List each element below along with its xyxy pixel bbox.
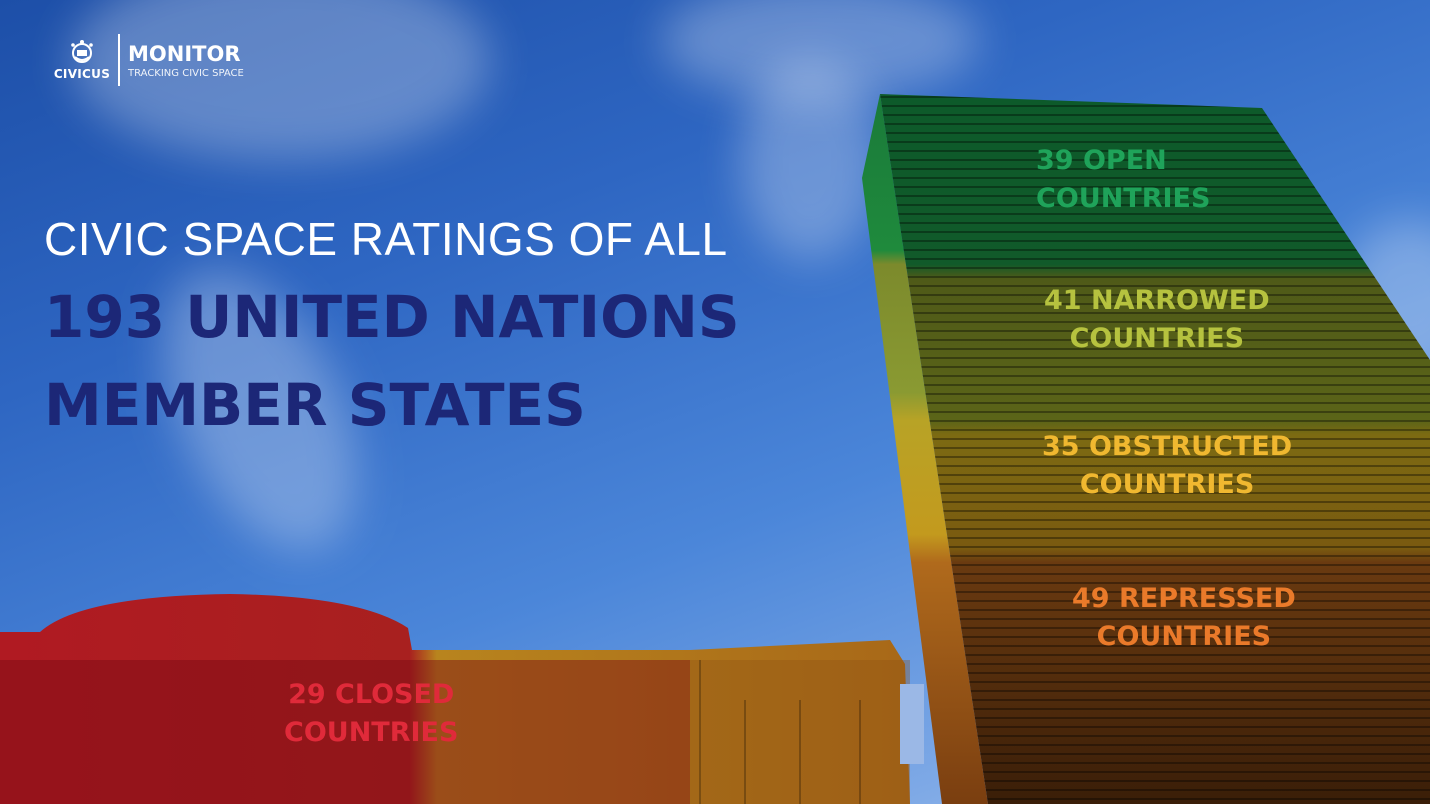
tower-side — [862, 94, 988, 804]
rating-repressed: 49 REPRESSED COUNTRIES — [1072, 580, 1296, 656]
rating-obstructed: 35 OBSTRUCTED COUNTRIES — [1042, 428, 1292, 504]
rating-closed: 29 CLOSED COUNTRIES — [284, 676, 458, 752]
assembly-facade — [0, 660, 690, 804]
headline-main: 193 UNITED NATIONS MEMBER STATES — [44, 280, 740, 442]
annex-facade — [690, 660, 910, 804]
logo-brand: CIVICUS — [53, 67, 111, 81]
assembly-building — [0, 594, 910, 804]
rating-repressed-label: COUNTRIES — [1096, 621, 1272, 652]
logo-divider — [118, 34, 120, 86]
rating-narrowed-count: 41 NARROWED — [1044, 285, 1270, 316]
cloud — [660, 0, 980, 100]
headline-line-2: 193 UNITED NATIONS — [44, 283, 740, 351]
gap-sky — [900, 684, 924, 764]
rating-closed-count: 29 CLOSED — [288, 679, 455, 710]
headline-line-3: MEMBER STATES — [44, 371, 586, 439]
rating-obstructed-label: COUNTRIES — [1079, 469, 1255, 500]
rating-open-label: COUNTRIES — [1036, 183, 1211, 214]
cloud — [740, 60, 880, 260]
rating-narrowed: 41 NARROWED COUNTRIES — [1044, 282, 1270, 358]
rating-open: 39 OPEN COUNTRIES — [1036, 142, 1210, 218]
rating-repressed-count: 49 REPRESSED — [1072, 583, 1296, 614]
tower-floors — [880, 94, 1430, 804]
logo-product: MONITOR — [128, 41, 241, 66]
cloud — [70, 0, 490, 160]
rating-obstructed-count: 35 OBSTRUCTED — [1042, 431, 1293, 462]
rating-open-count: 39 OPEN — [1036, 145, 1167, 176]
headline-line-1: CIVIC SPACE RATINGS OF ALL — [44, 213, 728, 265]
civicus-emblem-icon — [71, 40, 93, 63]
rating-closed-label: COUNTRIES — [284, 717, 459, 748]
civicus-monitor-logo: CIVICUS MONITOR TRACKING CIVIC SPACE — [52, 34, 244, 86]
logo-mark: CIVICUS — [52, 39, 112, 81]
rating-narrowed-label: COUNTRIES — [1069, 323, 1245, 354]
logo-tagline: TRACKING CIVIC SPACE — [128, 67, 244, 79]
